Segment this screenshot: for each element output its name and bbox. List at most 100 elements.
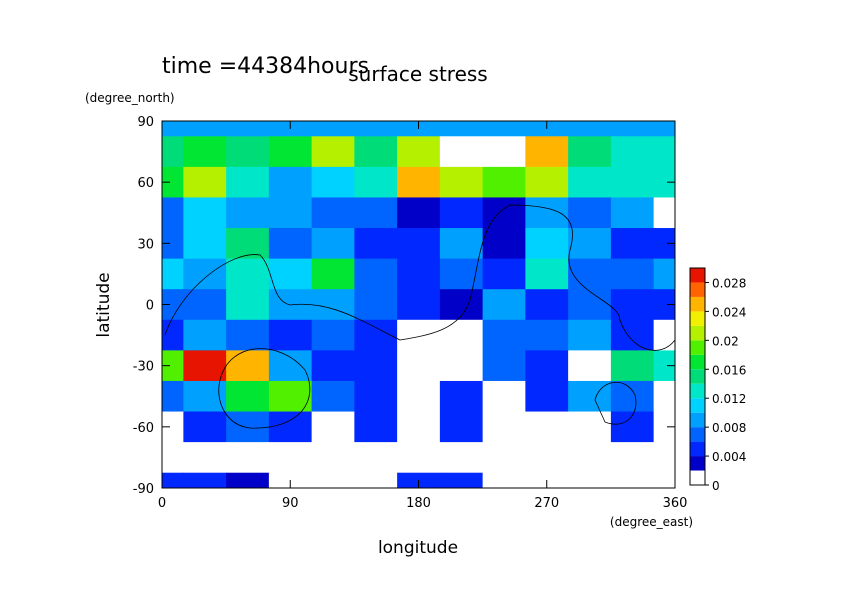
y-tick-label: -60 [133,421,154,436]
contour-cell [226,121,270,137]
contour-cell [183,228,227,260]
contour-cell [482,121,526,137]
contour-cell [268,228,313,260]
colorbar-tick-label: 0.028 [712,276,746,290]
colorbar-band [690,383,705,399]
colorbar-band [690,441,705,457]
contour-cell [568,442,612,474]
colorbar-tick-label: 0 [712,479,720,493]
contour-cell [311,136,355,168]
contour-cell [525,380,569,413]
contour-cell [354,411,398,443]
contour-cell [226,319,270,351]
contour-field [162,121,675,488]
contour-cell [525,442,569,474]
x-tick-label: 0 [158,496,166,511]
contour-cell [311,258,355,290]
contour-cell [226,197,270,229]
x-tick-label: 360 [663,496,688,511]
x-tick-label: 270 [534,496,559,511]
contour-cell [439,350,484,382]
contour-cell [162,136,184,168]
contour-cell [162,350,184,382]
contour-cell [439,442,484,474]
colorbar-tick-label: 0.008 [712,421,746,435]
contour-cell [653,411,675,443]
colorbar-band [690,340,705,355]
contour-cell [525,411,569,443]
contour-cell [311,319,355,351]
y-tick-label: 0 [146,299,154,314]
colorbar-tick-label: 0.016 [712,363,746,377]
colorbar-band [690,268,705,283]
chart-title: surface stress [348,62,487,86]
contour-cell [397,197,441,229]
contour-cell [311,121,355,137]
contour-cell [439,258,484,290]
contour-cell [354,228,398,260]
contour-cell [397,442,441,474]
contour-cell [183,289,227,321]
contour-cell [268,319,313,351]
contour-cell [354,166,398,198]
x-axis-label: longitude [378,538,458,558]
contour-cell [482,472,526,488]
contour-cell [183,411,227,443]
contour-cell [525,258,569,290]
contour-cell [226,228,270,260]
contour-cell [568,258,612,290]
contour-cell [568,121,612,137]
x-units: (degree_east) [610,515,693,529]
coastline [594,381,637,425]
contour-cell [610,258,655,290]
colorbar-tick-label: 0.02 [712,334,739,348]
contour-cell [354,197,398,229]
contour-cell [439,197,484,229]
contour-cell [525,166,569,198]
colorbar-tick-label: 0.024 [712,305,746,319]
contour-cell [226,411,270,443]
contour-cell [183,380,227,413]
contour-cell [653,319,675,351]
contour-cell [354,442,398,474]
contour-cell [311,472,355,488]
contour-cell [610,197,655,229]
contour-cell [226,472,270,488]
contour-cell [397,319,441,351]
contour-cell [311,350,355,382]
colorbar-band [690,412,705,428]
coastline [164,204,675,351]
contour-cell [439,136,484,168]
contour-cell [482,350,526,382]
x-tick-label: 90 [282,496,299,511]
contour-cell [653,197,675,229]
contour-cell [397,228,441,260]
contour-cell [653,121,675,137]
contour-cell [311,411,355,443]
colorbar-tick-label: 0.012 [712,392,746,406]
contour-cell [354,350,398,382]
contour-cell [268,166,313,198]
colorbar-tick-label: 0.004 [712,450,746,464]
contour-cell [183,442,227,474]
contour-cell [482,411,526,443]
contour-cell [568,228,612,260]
time-label: time =44384hours [162,54,369,79]
contour-cell [268,258,313,290]
contour-cell [482,166,526,198]
contour-cell [525,136,569,168]
contour-cell [610,411,655,443]
contour-cell [162,442,184,474]
contour-cell [354,121,398,137]
colorbar-band [690,311,705,326]
contour-cell [568,411,612,443]
contour-cell [354,258,398,290]
colorbar-band [690,296,705,312]
contour-cell [525,289,569,321]
contour-cell [397,350,441,382]
contour-cell [183,121,227,137]
y-tick-label: 60 [137,176,154,191]
contour-cell [162,166,184,198]
contour-cell [568,136,612,168]
